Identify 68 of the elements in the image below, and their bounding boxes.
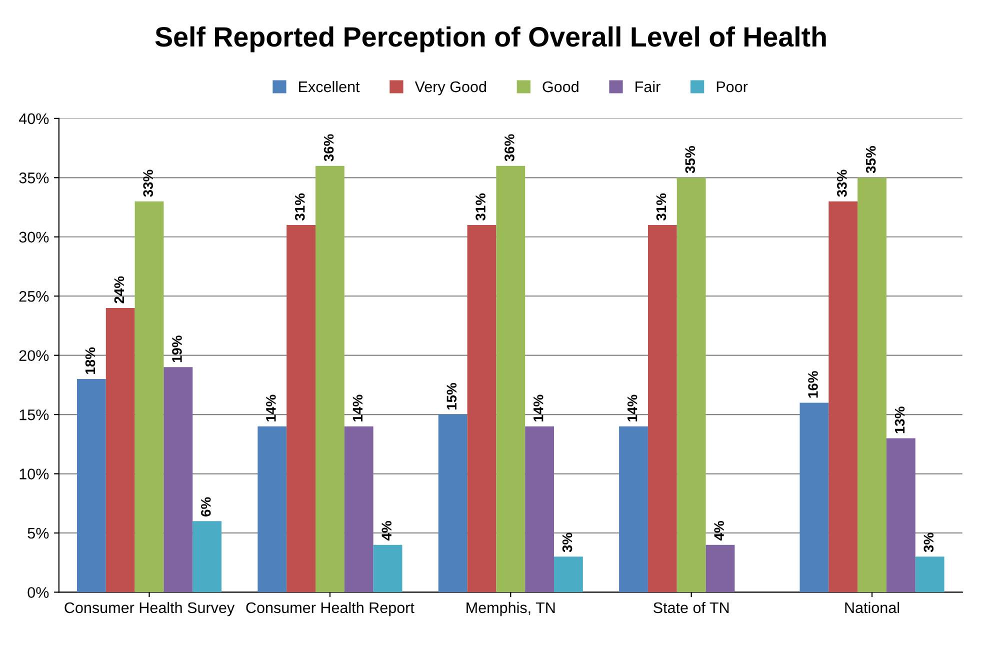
x-tick-label: State of TN xyxy=(654,602,729,614)
data-label: 3% xyxy=(562,532,572,552)
y-tick-label: 40% xyxy=(18,113,49,124)
data-label: 14% xyxy=(627,394,638,422)
bar xyxy=(886,438,916,592)
data-label: 14% xyxy=(266,394,276,422)
data-label: 24% xyxy=(114,276,124,304)
data-label: 31% xyxy=(294,193,305,221)
x-tick-label: Consumer Health Survey xyxy=(64,602,235,616)
data-label: 14% xyxy=(352,394,363,422)
data-label: 13% xyxy=(894,406,905,434)
y-tick-label: 0% xyxy=(28,587,49,598)
x-tick-label: Consumer Health Report xyxy=(246,602,414,616)
y-tick-label: 35% xyxy=(19,172,49,184)
data-label: 3% xyxy=(924,532,934,552)
bar xyxy=(438,414,468,592)
bar xyxy=(106,308,135,592)
data-label: 33% xyxy=(143,170,154,197)
bar xyxy=(315,166,344,592)
bar xyxy=(76,379,106,592)
y-tick-label: 10% xyxy=(20,468,49,480)
legend-label: Good xyxy=(542,80,578,92)
bar xyxy=(496,166,526,592)
bar xyxy=(192,521,222,592)
y-tick-label: 15% xyxy=(20,409,49,420)
y-tick-label: 25% xyxy=(19,290,49,302)
legend-label: Very Good xyxy=(414,80,486,96)
data-label: 18% xyxy=(85,347,96,374)
chart-title: Self Reported Perception of Overall Level of Health xyxy=(155,26,826,52)
bar xyxy=(373,544,402,592)
bar xyxy=(858,178,886,592)
bar xyxy=(828,201,858,592)
data-label: 6% xyxy=(200,497,211,516)
legend-label: Excellent xyxy=(299,80,360,92)
bar xyxy=(164,367,193,592)
y-tick-label: 20% xyxy=(19,350,49,362)
bar xyxy=(915,556,944,592)
data-label: 16% xyxy=(808,371,818,398)
bar xyxy=(286,225,316,592)
data-label: 31% xyxy=(656,193,666,221)
data-label: 36% xyxy=(324,134,334,162)
bar xyxy=(554,556,583,592)
bar xyxy=(706,544,735,592)
legend-label: Fair xyxy=(636,80,660,92)
legend-label: Poor xyxy=(716,82,748,92)
bar xyxy=(467,225,496,592)
bar xyxy=(648,225,677,592)
data-label: 19% xyxy=(172,336,182,362)
bar xyxy=(258,426,287,592)
bar xyxy=(344,426,374,592)
data-label: 35% xyxy=(866,146,876,174)
data-label: 15% xyxy=(446,382,457,410)
data-label: 35% xyxy=(685,146,696,174)
data-label: 14% xyxy=(533,394,544,422)
y-tick-label: 30% xyxy=(19,232,49,243)
data-label: 33% xyxy=(837,170,847,197)
data-label: 36% xyxy=(504,134,514,162)
data-label: 4% xyxy=(382,520,392,540)
data-label: 4% xyxy=(714,520,724,540)
bar xyxy=(676,178,706,592)
y-tick-label: 5% xyxy=(28,528,49,539)
x-tick-label: National xyxy=(845,602,900,614)
bar xyxy=(800,402,829,592)
bar xyxy=(134,201,164,592)
data-label: 31% xyxy=(476,193,486,221)
bar xyxy=(525,426,554,592)
x-tick-label: Memphis, TN xyxy=(466,602,555,616)
bar xyxy=(619,426,648,592)
